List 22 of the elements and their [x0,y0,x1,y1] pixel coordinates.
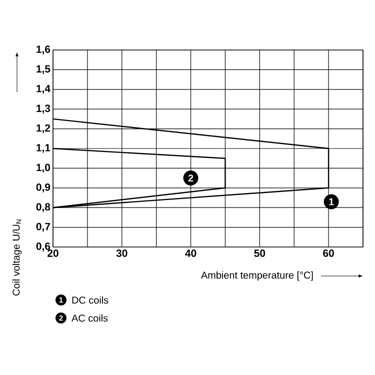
legend-label: AC coils [72,314,108,322]
y-tick-label: 1,4 [36,84,50,94]
x-tick-label: 20 [48,250,58,257]
x-tick-label: 60 [323,250,334,257]
y-tick-label: 1,5 [36,65,50,74]
y-tick-label: 1,6 [36,46,50,54]
legend-label: DC coils [72,296,108,304]
annotation: 2 [188,174,194,182]
y-axis-title: Coil voltage U/U$_{N}$ [12,220,22,296]
y-tick-label: 1,0 [36,164,50,173]
y-tick-label: 1,3 [36,104,50,114]
y-tick-label: 1,1 [36,144,50,153]
x-tick-label: 40 [185,250,196,257]
x-tick-label: 30 [116,250,128,257]
y-tick-label: 1,2 [36,124,50,134]
annotation: 1 [329,198,334,206]
x-tick-label: 50 [254,250,266,257]
y-tick-label: 0,8 [36,203,50,212]
y-tick-label: 0,9 [36,183,50,192]
x-axis-title: Ambient temperature [°C] [200,271,313,281]
y-tick-label: 0,6 [36,242,50,252]
y-tick-label: 0,7 [36,222,50,232]
